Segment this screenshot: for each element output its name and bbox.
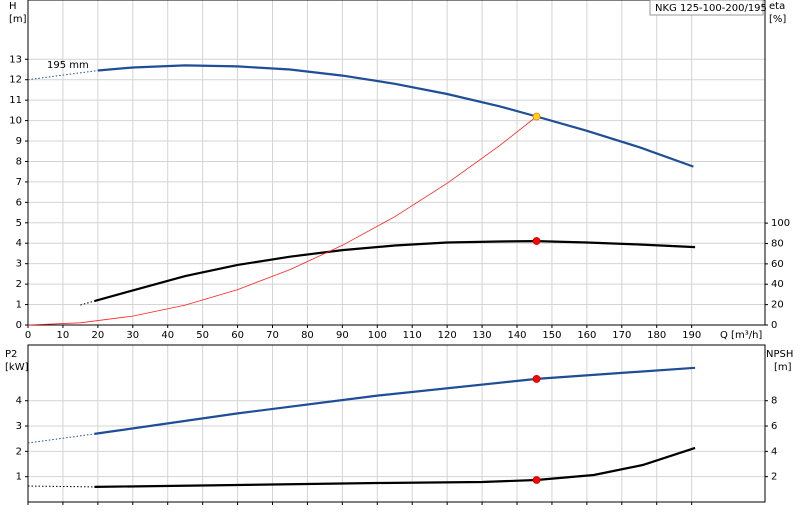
x-tick-label: 110 [403, 330, 422, 341]
y2-tick-label: 8 [771, 396, 777, 407]
x-tick-label: 10 [57, 330, 70, 341]
y-tick-label: 4 [16, 238, 22, 249]
y-tick-label: 5 [16, 218, 22, 229]
x-tick-label: 160 [577, 330, 596, 341]
legend-box [649, 0, 764, 16]
x-tick-label: 80 [301, 330, 314, 341]
annotation: 195 mm [47, 60, 89, 71]
plot-area [28, 0, 765, 325]
y2-tick-label: 0 [771, 320, 777, 331]
y-tick-label: 10 [9, 116, 22, 127]
y2-tick-label: 6 [771, 421, 777, 432]
y-tick-label: 1 [16, 472, 22, 483]
y-tick-label: 2 [16, 446, 22, 457]
x-tick-label: 140 [507, 330, 526, 341]
x-tick-label: 20 [91, 330, 104, 341]
system-curve [27, 116, 537, 326]
y2-label: eta [769, 1, 785, 12]
curve [80, 300, 95, 306]
y2-tick-label: 2 [771, 472, 777, 483]
y-tick-label: 6 [16, 197, 22, 208]
y-tick-label: 2 [16, 279, 22, 290]
x-tick-label: 180 [647, 330, 666, 341]
x-tick-label: 90 [336, 330, 349, 341]
y-tick-label: 3 [16, 421, 22, 432]
x-tick-label: 0 [25, 330, 31, 341]
x-tick-label: 50 [196, 330, 209, 341]
y-label: H [9, 1, 17, 12]
y-label: P2 [5, 349, 17, 360]
y2-tick-label: 40 [771, 279, 784, 290]
operating-point [532, 375, 541, 383]
y2-tick-label: 4 [771, 446, 777, 457]
x-label: Q [m³/h] [720, 330, 762, 341]
x-tick-label: 70 [266, 330, 279, 341]
x-tick-label: 60 [231, 330, 244, 341]
y-tick-label: 13 [9, 54, 22, 65]
x-tick-label: 130 [473, 330, 492, 341]
y-tick-label: 12 [9, 75, 22, 86]
y-unit: [m] [9, 14, 27, 25]
curve [94, 446, 696, 488]
x-tick-label: 40 [161, 330, 174, 341]
curve [94, 239, 696, 303]
y2-unit: [m] [774, 362, 792, 373]
y-tick-label: 4 [16, 396, 22, 407]
curve [27, 70, 98, 81]
x-tick-label: 150 [542, 330, 561, 341]
y-unit: [kW] [5, 362, 29, 373]
y-tick-label: 11 [9, 95, 22, 106]
x-tick-label: 170 [612, 330, 631, 341]
y-tick-label: 7 [16, 177, 22, 188]
y2-tick-label: 100 [771, 218, 790, 229]
operating-point [532, 476, 541, 484]
curve [27, 485, 95, 488]
curve [97, 64, 694, 168]
y-tick-label: 0 [16, 320, 22, 331]
operating-point [532, 237, 541, 245]
x-tick-label: 120 [438, 330, 457, 341]
curve [94, 366, 696, 435]
y-tick-label: 9 [16, 136, 22, 147]
plot-area [28, 345, 765, 502]
y2-tick-label: 60 [771, 259, 784, 270]
x-tick-label: 100 [368, 330, 387, 341]
plot-frame [27, 0, 766, 326]
y2-tick-label: 80 [771, 238, 784, 249]
y2-tick-label: 20 [771, 300, 784, 311]
x-tick-label: 30 [126, 330, 139, 341]
plot-frame [27, 344, 766, 503]
legend-label: NKG 125-100-200/195 [655, 3, 767, 14]
y-tick-label: 1 [16, 300, 22, 311]
y2-label: NPSH [766, 349, 793, 360]
y-tick-label: 8 [16, 156, 22, 167]
y2-unit: [%] [769, 14, 786, 25]
y-tick-label: 3 [16, 259, 22, 270]
operating-point [532, 112, 541, 121]
curve [27, 433, 95, 444]
x-tick-label: 190 [682, 330, 701, 341]
